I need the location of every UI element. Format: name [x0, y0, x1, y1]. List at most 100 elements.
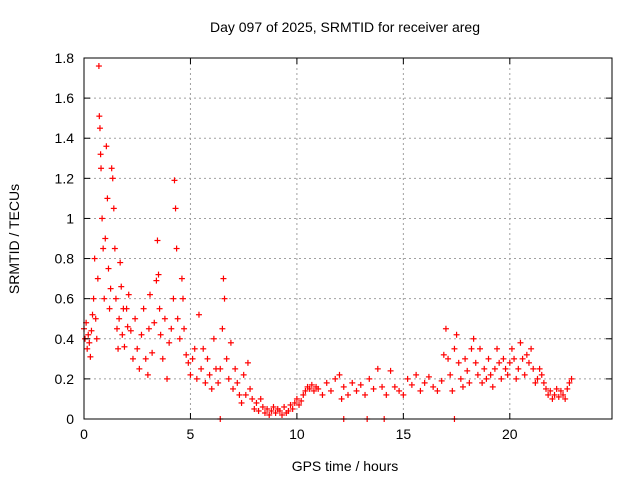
data-point	[227, 339, 234, 346]
data-point	[564, 385, 571, 392]
data-point	[125, 291, 132, 298]
data-point	[481, 365, 488, 372]
data-point	[96, 125, 103, 132]
data-point	[487, 371, 494, 378]
data-point	[434, 387, 441, 394]
data-point	[502, 365, 509, 372]
data-point	[114, 325, 120, 332]
data-point	[298, 397, 305, 404]
data-point	[153, 277, 160, 284]
x-axis-label: GPS time / hours	[292, 458, 399, 474]
data-points	[81, 63, 575, 422]
data-point	[477, 345, 483, 352]
data-point	[189, 355, 196, 362]
data-point	[462, 355, 469, 362]
data-point	[97, 151, 104, 158]
data-point	[513, 375, 520, 382]
data-point	[366, 375, 373, 382]
x-tick-label: 10	[289, 426, 305, 442]
x-tick-label: 5	[187, 426, 195, 442]
data-point	[287, 401, 294, 408]
data-point	[232, 365, 239, 372]
data-point	[206, 371, 213, 378]
data-point	[103, 143, 110, 150]
data-point	[129, 355, 136, 362]
data-point	[225, 375, 232, 382]
data-point	[121, 343, 128, 350]
data-point	[172, 205, 179, 212]
data-point	[276, 407, 283, 414]
data-point	[540, 379, 547, 386]
data-point	[219, 325, 226, 332]
data-point	[102, 235, 109, 242]
x-tick-label: 20	[502, 426, 518, 442]
data-point	[223, 355, 230, 362]
data-point	[466, 379, 473, 386]
data-point	[106, 305, 113, 312]
data-point	[485, 355, 492, 362]
data-point	[459, 383, 466, 390]
data-point	[279, 411, 285, 418]
data-point	[306, 385, 313, 392]
data-point	[400, 391, 407, 398]
data-point	[332, 375, 339, 382]
data-point	[500, 355, 507, 362]
grid-lines	[84, 58, 612, 419]
data-point	[144, 371, 151, 378]
y-axis-label: SRMTID / TECUs	[6, 184, 22, 294]
data-point	[200, 345, 207, 352]
data-point	[208, 385, 215, 392]
data-point	[511, 355, 518, 362]
y-tick-label: 1.8	[55, 50, 75, 66]
data-point	[387, 367, 394, 374]
data-point	[470, 335, 477, 342]
data-point	[238, 399, 245, 406]
data-point	[173, 245, 180, 252]
data-point	[291, 399, 298, 406]
data-point	[417, 387, 424, 394]
data-point	[508, 345, 515, 352]
data-point	[521, 371, 528, 378]
data-point	[100, 245, 107, 252]
data-point	[210, 335, 217, 342]
data-point	[551, 391, 558, 398]
data-point	[115, 345, 122, 352]
data-point	[109, 175, 116, 182]
data-point	[338, 395, 345, 402]
data-point	[349, 379, 356, 386]
y-tick-label: 0.6	[55, 291, 75, 307]
data-point	[374, 365, 381, 372]
data-point	[191, 345, 198, 352]
data-point	[88, 327, 95, 334]
data-point	[464, 367, 471, 374]
data-point	[249, 395, 256, 402]
data-point	[560, 391, 567, 398]
y-tick-label: 1.6	[55, 90, 75, 106]
data-point	[562, 395, 569, 402]
data-point	[523, 351, 530, 358]
data-point	[134, 345, 141, 352]
data-point	[187, 371, 194, 378]
data-point	[370, 385, 377, 392]
data-point	[538, 371, 545, 378]
data-point	[451, 345, 458, 352]
data-point	[96, 113, 103, 120]
data-point	[302, 387, 309, 394]
data-point	[178, 275, 185, 282]
data-point	[413, 371, 420, 378]
data-point	[240, 371, 247, 378]
data-point	[220, 275, 227, 282]
data-point	[118, 283, 125, 290]
data-point	[198, 365, 205, 372]
data-point	[159, 355, 166, 362]
data-point	[217, 365, 224, 372]
data-point	[285, 407, 292, 414]
data-point	[430, 383, 437, 390]
data-point	[93, 335, 100, 342]
data-point	[449, 387, 456, 394]
data-point	[504, 371, 511, 378]
data-point	[445, 355, 452, 362]
data-point	[345, 391, 351, 398]
data-point	[140, 305, 147, 312]
